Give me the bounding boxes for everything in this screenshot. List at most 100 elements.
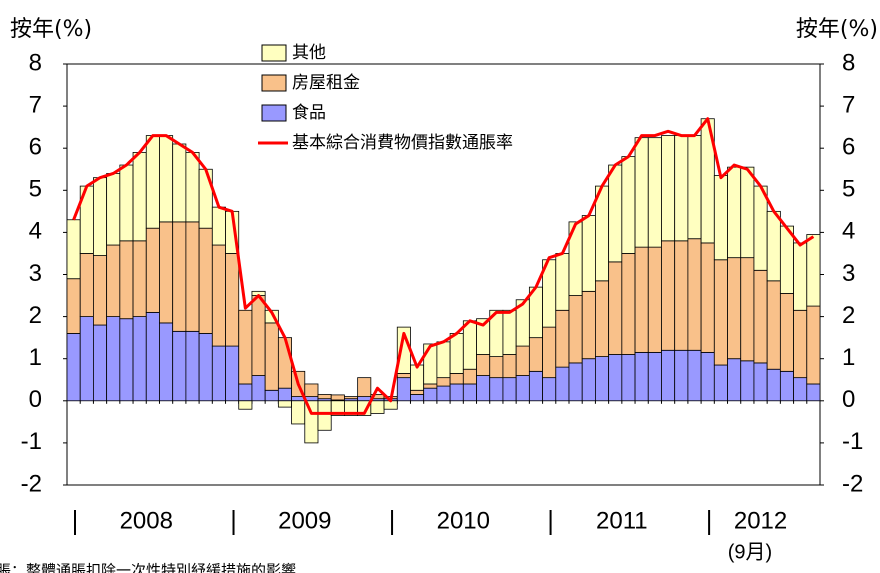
y2-tick-label: 4 — [842, 218, 855, 245]
bar-segment — [700, 242, 715, 353]
y2-tick-label: 0 — [842, 386, 855, 413]
bar-segment — [211, 345, 226, 402]
bar-segment — [93, 255, 108, 326]
bar-segment — [647, 246, 662, 353]
bar-segment — [357, 396, 372, 402]
bar-segment — [238, 383, 253, 402]
bar-segment — [647, 137, 662, 248]
bar-segment — [291, 400, 306, 425]
bar-segment — [277, 400, 292, 408]
bar-segment — [687, 238, 702, 351]
bar-segment — [634, 246, 649, 353]
bar-segment — [79, 253, 94, 317]
bar-segment — [555, 253, 570, 311]
bar-segment — [449, 373, 464, 385]
bar-segment — [436, 385, 451, 402]
bar-segment — [740, 166, 755, 259]
bar-segment — [687, 349, 702, 402]
bar-segment — [502, 377, 517, 402]
year-label: 2012 — [734, 507, 787, 534]
bar-segment — [277, 387, 292, 402]
bar-segment — [423, 387, 438, 402]
bar-segment — [515, 345, 530, 376]
legend-swatch — [261, 104, 287, 122]
bar-segment — [93, 324, 108, 402]
bar-segment — [595, 280, 610, 357]
y2-tick-label: -2 — [842, 470, 863, 497]
bar-segment — [727, 257, 742, 360]
y-tick-label: 5 — [29, 176, 42, 203]
bar-segment — [145, 135, 160, 229]
bar-segment — [634, 351, 649, 402]
bar-segment — [159, 322, 174, 402]
bar-segment — [661, 240, 676, 351]
y-tick-label: 8 — [29, 49, 42, 76]
y2-tick-label: 8 — [842, 49, 855, 76]
bar-segment — [581, 215, 596, 292]
bar-segment — [528, 337, 543, 372]
bar-segment — [766, 210, 781, 282]
bar-segment — [277, 337, 292, 389]
bar-segment — [476, 375, 491, 402]
bar-segment — [330, 394, 345, 401]
bar-segment — [568, 295, 583, 364]
bar-segment — [66, 333, 81, 402]
bar-segment — [542, 377, 557, 402]
bar-segment — [185, 330, 200, 402]
y2-tick-label: 6 — [842, 134, 855, 161]
y-tick-label: -1 — [21, 428, 42, 455]
bar-segment — [185, 152, 200, 223]
y-axis-label: 按年(%) — [10, 17, 92, 42]
bar-segment — [727, 358, 742, 402]
bar-segment — [66, 219, 81, 280]
bar-segment — [462, 368, 477, 385]
bar-segment — [145, 227, 160, 313]
year-label: 2008 — [120, 507, 173, 534]
legend-swatch — [261, 74, 287, 92]
bar-segment — [436, 377, 451, 387]
bar-segment — [172, 221, 187, 332]
y-tick-label: 3 — [29, 260, 42, 287]
y2-tick-label: 3 — [842, 260, 855, 287]
bar-segment — [66, 278, 81, 334]
bar-segment — [608, 354, 623, 402]
bar-segment — [225, 345, 240, 402]
year-label: 2010 — [437, 507, 490, 534]
bar-segment — [766, 280, 781, 370]
bar-segment — [159, 135, 174, 223]
bar-segment — [132, 240, 147, 318]
legend-label: 房屋租金 — [292, 73, 360, 93]
bar-segment — [396, 373, 411, 379]
bar-segment — [119, 164, 134, 242]
bar-segment — [449, 383, 464, 402]
legend-label: 食品 — [292, 103, 326, 123]
bar-segment — [502, 354, 517, 379]
y-tick-label: 1 — [29, 344, 42, 371]
bar-segment — [172, 143, 187, 223]
bar-segment — [661, 349, 676, 402]
bar-segment — [779, 293, 794, 372]
bar-segment — [674, 135, 689, 242]
bar-segment — [542, 326, 557, 379]
bar-segment — [317, 400, 332, 431]
bar-segment — [595, 185, 610, 282]
bar-segment — [581, 358, 596, 402]
bar-segment — [251, 375, 266, 402]
bar-segment — [779, 370, 794, 402]
bar-segment — [238, 309, 253, 385]
bar-segment — [198, 227, 213, 334]
bar-segment — [489, 377, 504, 402]
bar-segment — [423, 383, 438, 389]
bar-segment — [344, 396, 359, 400]
bar-segment — [581, 290, 596, 360]
line — [72, 117, 815, 415]
bar-segment — [634, 137, 649, 248]
bar-segment — [238, 400, 253, 410]
legend-label: 基本綜合消費物價指數通脹率 — [292, 133, 513, 153]
bar-segment — [793, 242, 808, 311]
bar-segment — [106, 316, 121, 402]
bar-segment — [621, 354, 636, 402]
bar-segment — [357, 377, 372, 397]
bar-segment — [740, 360, 755, 402]
bar-segment — [608, 164, 623, 263]
